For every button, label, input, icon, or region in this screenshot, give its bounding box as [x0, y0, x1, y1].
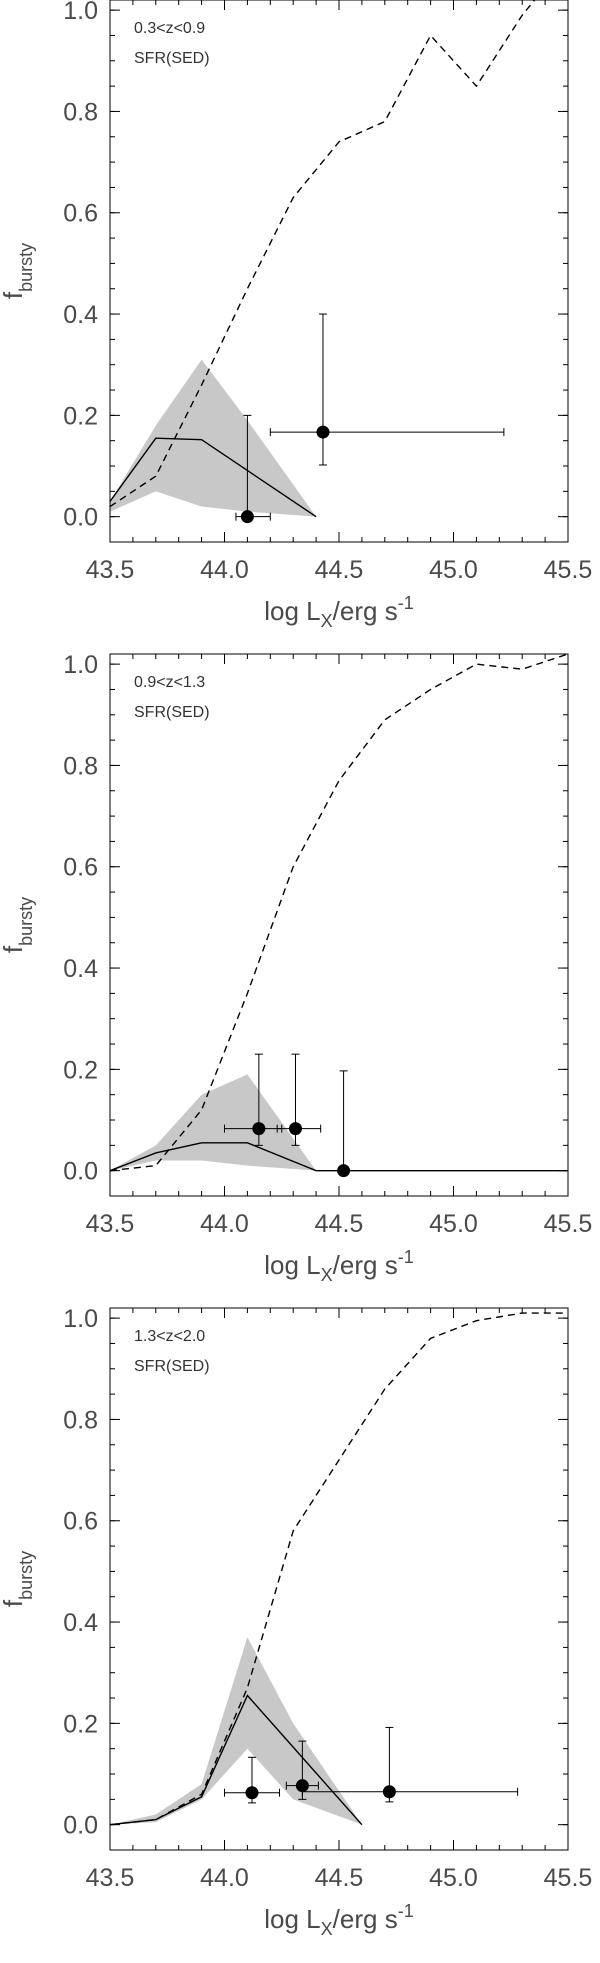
y-tick-label: 0.2: [63, 1710, 98, 1738]
data-marker: [316, 425, 330, 439]
y-tick-label: 0.4: [63, 955, 98, 983]
x-axis-title-mid: /erg s: [333, 1250, 398, 1280]
y-axis-title-sub: bursty: [16, 897, 36, 946]
data-layer: [110, 0, 536, 524]
x-axis-title: log LX/erg s-1: [264, 593, 413, 631]
x-axis-title-sup: -1: [398, 593, 414, 613]
panel-annotation: SFR(SED): [134, 50, 210, 67]
x-tick-label: 43.5: [86, 1210, 135, 1238]
dashed-line: [110, 0, 536, 508]
y-tick-label: 1.0: [63, 1305, 98, 1333]
uncertainty-band: [110, 359, 317, 517]
panel-middle: 43.5 44.0 44.5 45.0 45.5 0.0 0.2 0.4 0.6 0.8 1.0 lo…: [0, 651, 592, 1285]
y-tick-label: 1.0: [63, 651, 98, 679]
x-tick-label: 45.0: [429, 1864, 478, 1892]
dashed-line: [110, 654, 568, 1172]
y-tick-label: 0.6: [63, 1508, 98, 1536]
x-tick-label: 44.5: [315, 1864, 364, 1892]
x-axis-title-base: log L: [264, 1250, 320, 1280]
x-tick-label: 45.5: [544, 1864, 593, 1892]
model-line: [110, 1142, 568, 1172]
data-layer: [110, 1312, 568, 1826]
x-axis-title-base: log L: [264, 1904, 320, 1934]
data-marker: [240, 510, 254, 524]
y-tick-label: 0.2: [63, 402, 98, 430]
panel-bottom: 43.5 44.0 44.5 45.0 45.5 0.0 0.2 0.4 0.6 0.8 1.0 lo…: [0, 1305, 592, 1939]
panel-annotation: 0.9<z<1.3: [134, 674, 205, 691]
x-tick-label: 45.5: [544, 1210, 593, 1238]
x-tick-label: 44.5: [315, 556, 364, 584]
data-point: [269, 313, 505, 466]
data-marker: [288, 1122, 302, 1136]
x-tick-label: 43.5: [86, 1864, 135, 1892]
y-axis-title: fbursty: [0, 243, 36, 299]
x-axis-title-base: log L: [264, 596, 320, 626]
y-axis-title-sub: bursty: [16, 1551, 36, 1600]
y-tick-label: 0.8: [63, 98, 98, 126]
y-axis-title-sub: bursty: [16, 243, 36, 292]
x-axis-title-mid: /erg s: [333, 596, 398, 626]
y-tick-label: 0.6: [63, 854, 98, 882]
model-line: [110, 437, 317, 518]
data-layer: [110, 654, 568, 1178]
x-tick-label: 44.0: [200, 1864, 249, 1892]
x-axis-title-sup: -1: [398, 1247, 414, 1267]
x-axis-title-sup: -1: [398, 1901, 414, 1921]
plot-frame: [109, 1307, 569, 1851]
y-tick-label: 0.0: [63, 1158, 98, 1186]
y-tick-label: 0.6: [63, 200, 98, 228]
panel-annotation: SFR(SED): [134, 1358, 210, 1375]
y-tick-label: 0.8: [63, 1406, 98, 1434]
data-point: [337, 1070, 351, 1178]
panel-annotation: SFR(SED): [134, 704, 210, 721]
y-axis-title-base: f: [0, 945, 28, 953]
x-axis-title-sub: X: [321, 1919, 333, 1939]
y-axis-title-base: f: [0, 291, 28, 299]
y-tick-label: 0.8: [63, 752, 98, 780]
data-point: [276, 1053, 322, 1146]
y-tick-label: 1.0: [63, 0, 98, 25]
data-marker: [252, 1122, 266, 1136]
data-point: [301, 1726, 519, 1803]
x-tick-label: 44.5: [315, 1210, 364, 1238]
panel-annotation: 1.3<z<2.0: [134, 1328, 205, 1345]
y-axis-title: fbursty: [0, 897, 36, 953]
y-tick-label: 0.0: [63, 504, 98, 532]
x-axis-title-sub: X: [321, 1265, 333, 1285]
y-tick-label: 0.4: [63, 1609, 98, 1637]
data-point: [285, 1740, 319, 1800]
plot-frame: [109, 653, 569, 1197]
y-tick-label: 0.0: [63, 1812, 98, 1840]
x-axis-title-mid: /erg s: [333, 1904, 398, 1934]
x-tick-label: 43.5: [86, 556, 135, 584]
data-marker: [295, 1779, 309, 1793]
panel-top: 43.5 44.0 44.5 45.0 45.5 0.0 0.2 0.4 0.6 0.8 1.0 lo…: [0, 0, 592, 631]
y-tick-label: 0.2: [63, 1056, 98, 1084]
x-axis-title: log LX/erg s-1: [264, 1247, 413, 1285]
data-marker: [382, 1785, 396, 1799]
x-tick-label: 45.5: [544, 556, 593, 584]
x-tick-label: 44.0: [200, 1210, 249, 1238]
data-point: [224, 1756, 280, 1804]
data-marker: [245, 1786, 259, 1800]
data-point: [235, 414, 271, 524]
uncertainty-band: [110, 1074, 317, 1171]
x-tick-label: 45.0: [429, 1210, 478, 1238]
panel-annotation: 0.3<z<0.9: [134, 20, 205, 37]
uncertainty-band: [110, 1637, 362, 1825]
y-axis-title: fbursty: [0, 1551, 36, 1607]
data-point: [224, 1053, 283, 1146]
x-axis-title: log LX/erg s-1: [264, 1901, 413, 1939]
x-axis-title-sub: X: [321, 611, 333, 631]
dashed-line: [110, 1312, 568, 1826]
x-tick-label: 45.0: [429, 556, 478, 584]
data-marker: [337, 1164, 351, 1178]
y-tick-label: 0.4: [63, 301, 98, 329]
x-tick-label: 44.0: [200, 556, 249, 584]
y-axis-title-base: f: [0, 1599, 28, 1607]
